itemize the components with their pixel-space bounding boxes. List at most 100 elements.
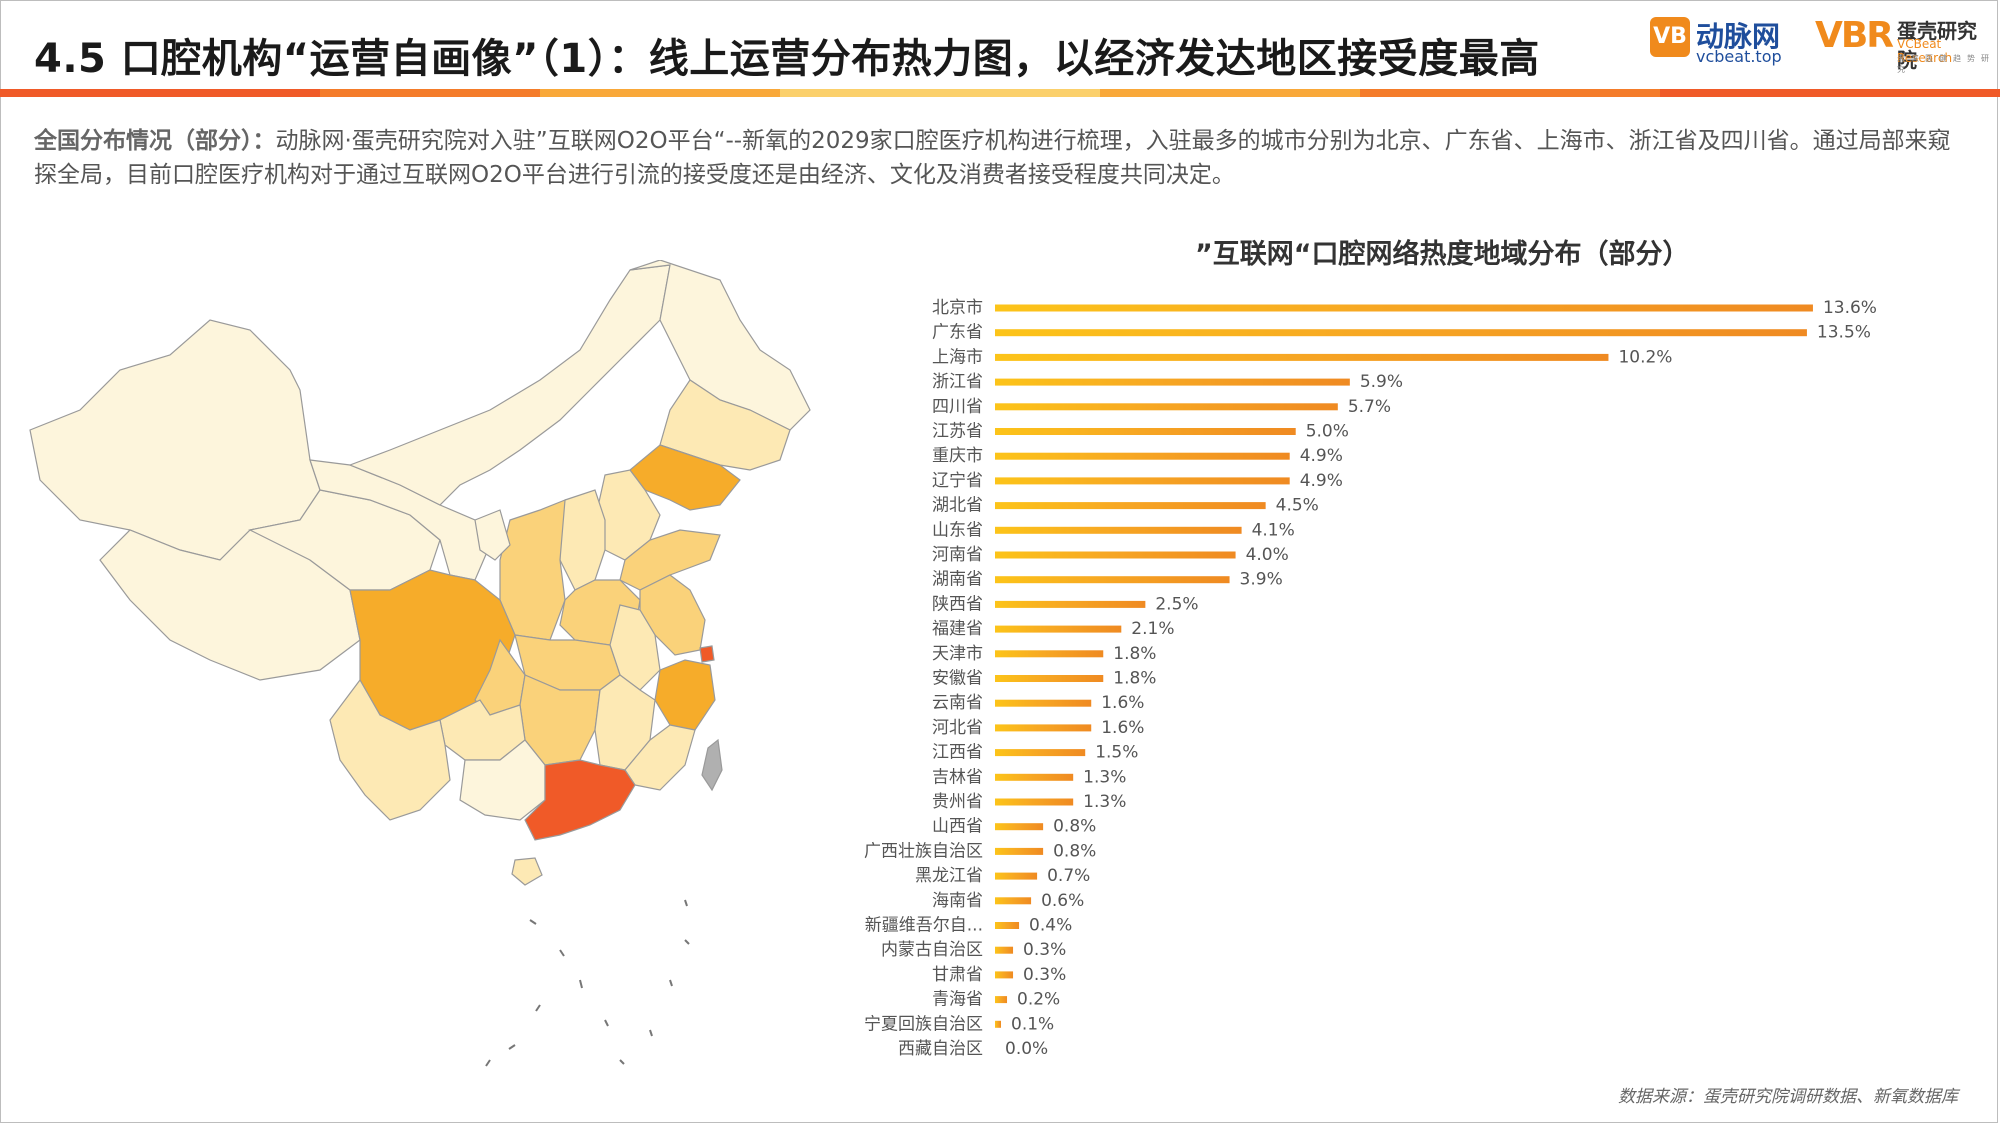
vcbeat-logo-name: 动脉网	[1696, 20, 1781, 53]
bar	[995, 922, 1020, 929]
bar	[995, 773, 1074, 781]
bar	[995, 477, 1290, 485]
category-label: 西藏自治区	[898, 1039, 983, 1059]
value-label: 5.0%	[1306, 422, 1349, 442]
bar	[995, 526, 1242, 534]
bar	[995, 724, 1092, 732]
vbr-logo: VBR 蛋壳研究院 VCBeat Research 未来医健趋势研究	[1815, 15, 1995, 74]
value-label: 4.9%	[1300, 471, 1343, 491]
value-label: 1.8%	[1113, 644, 1156, 664]
map-region-heilongjiang	[629, 260, 811, 431]
underline-segment	[0, 89, 320, 97]
category-label: 福建省	[932, 619, 983, 639]
underline-segment	[1100, 89, 1360, 97]
category-label: 四川省	[932, 397, 983, 417]
underline-segment	[320, 89, 540, 97]
bar	[995, 798, 1074, 806]
category-label: 河南省	[932, 545, 983, 565]
category-label: 山东省	[932, 520, 983, 540]
category-label: 天津市	[932, 644, 983, 664]
description-text: 动脉网·蛋壳研究院对入驻”互联网O2O平台“--新氧的2029家口腔医疗机构进行…	[34, 128, 1951, 188]
value-label: 0.1%	[1011, 1014, 1054, 1034]
category-label: 青海省	[932, 990, 983, 1010]
underline-segment	[540, 89, 780, 97]
description-lead: 全国分布情况（部分）：	[34, 128, 276, 154]
map-region-jilin	[659, 379, 791, 471]
category-label: 陕西省	[932, 594, 983, 614]
bar	[995, 847, 1044, 855]
underline-segment	[1360, 89, 1660, 97]
category-label: 重庆市	[932, 446, 983, 466]
bar	[995, 304, 1813, 312]
value-label: 1.5%	[1095, 743, 1138, 763]
value-label: 4.0%	[1246, 545, 1289, 565]
south-china-sea-islands	[485, 899, 690, 1067]
map-region-shandong	[619, 529, 721, 591]
category-label: 河北省	[932, 718, 983, 738]
category-label: 黑龙江省	[915, 866, 983, 886]
category-label: 吉林省	[932, 767, 983, 787]
bar	[995, 329, 1807, 337]
category-label: 安徽省	[932, 669, 983, 689]
category-label: 湖北省	[932, 496, 983, 516]
bar	[995, 996, 1008, 1004]
map-region-taiwan	[701, 738, 723, 792]
chart-title: ”互联网“口腔网络热度地域分布（部分）	[1195, 239, 1690, 270]
bar	[995, 502, 1266, 510]
value-label: 2.5%	[1155, 594, 1198, 614]
category-label: 海南省	[932, 891, 983, 911]
bar	[995, 452, 1290, 460]
category-label: 山西省	[932, 817, 983, 837]
value-label: 1.3%	[1083, 792, 1126, 812]
map-region-shanghai	[699, 645, 715, 663]
value-label: 2.1%	[1131, 619, 1174, 639]
bar	[995, 378, 1350, 386]
value-label: 0.6%	[1041, 891, 1084, 911]
bar	[995, 872, 1038, 880]
category-label: 宁夏回族自治区	[864, 1014, 983, 1034]
map-region-shanxi	[559, 489, 606, 591]
bar	[995, 625, 1122, 633]
description: 全国分布情况（部分）：动脉网·蛋壳研究院对入驻”互联网O2O平台“--新氧的20…	[34, 124, 1964, 192]
map-region-zhejiang	[654, 659, 716, 731]
bar	[995, 576, 1230, 584]
map-region-ningxia	[474, 509, 511, 561]
value-label: 0.0%	[1005, 1039, 1048, 1059]
bar	[995, 600, 1146, 608]
value-label: 4.1%	[1252, 520, 1295, 540]
title-underline	[0, 89, 2000, 97]
category-label: 贵州省	[932, 792, 983, 812]
category-label: 北京市	[932, 298, 983, 318]
category-label: 广东省	[932, 323, 983, 343]
value-label: 13.5%	[1817, 323, 1871, 343]
value-label: 0.8%	[1053, 817, 1096, 837]
vcbeat-logo: VB 动脉网 vcbeat.top	[1650, 15, 1800, 66]
value-label: 10.2%	[1618, 347, 1672, 367]
map-region-xinjiang	[29, 319, 321, 561]
value-label: 0.2%	[1017, 990, 1060, 1010]
category-label: 江西省	[932, 743, 983, 763]
vcbeat-logo-url: vcbeat.top	[1696, 47, 1782, 66]
bar	[995, 650, 1104, 658]
bar	[995, 897, 1032, 905]
category-label: 广西壮族自治区	[864, 841, 983, 861]
value-label: 0.3%	[1023, 965, 1066, 985]
value-label: 0.8%	[1053, 841, 1096, 861]
value-label: 3.9%	[1240, 570, 1283, 590]
bar	[995, 946, 1014, 954]
china-heat-map	[29, 260, 811, 1067]
bar	[995, 1020, 1002, 1028]
bar-chart: 北京市 13.6% 广东省 13.5% 上海市 10.2% 浙江省 5.9% 四川省 5.7% 江苏…	[864, 298, 1877, 1059]
vbr-logo-name: 蛋壳研究院	[1897, 19, 1977, 72]
bar	[995, 971, 1014, 979]
data-source: 数据来源：蛋壳研究院调研数据、新氧数据库	[1618, 1087, 1958, 1107]
vbr-logo-mark: VBR	[1815, 15, 1894, 56]
bar	[995, 699, 1092, 707]
underline-segment	[1660, 89, 2000, 97]
value-label: 0.7%	[1047, 866, 1090, 886]
value-label: 5.9%	[1360, 372, 1403, 392]
page-title: 4.5 口腔机构“运营自画像”（1）：线上运营分布热力图，以经济发达地区接受度最…	[34, 36, 1540, 82]
category-label: 上海市	[932, 347, 983, 367]
category-label: 新疆维吾尔自...	[865, 916, 983, 936]
